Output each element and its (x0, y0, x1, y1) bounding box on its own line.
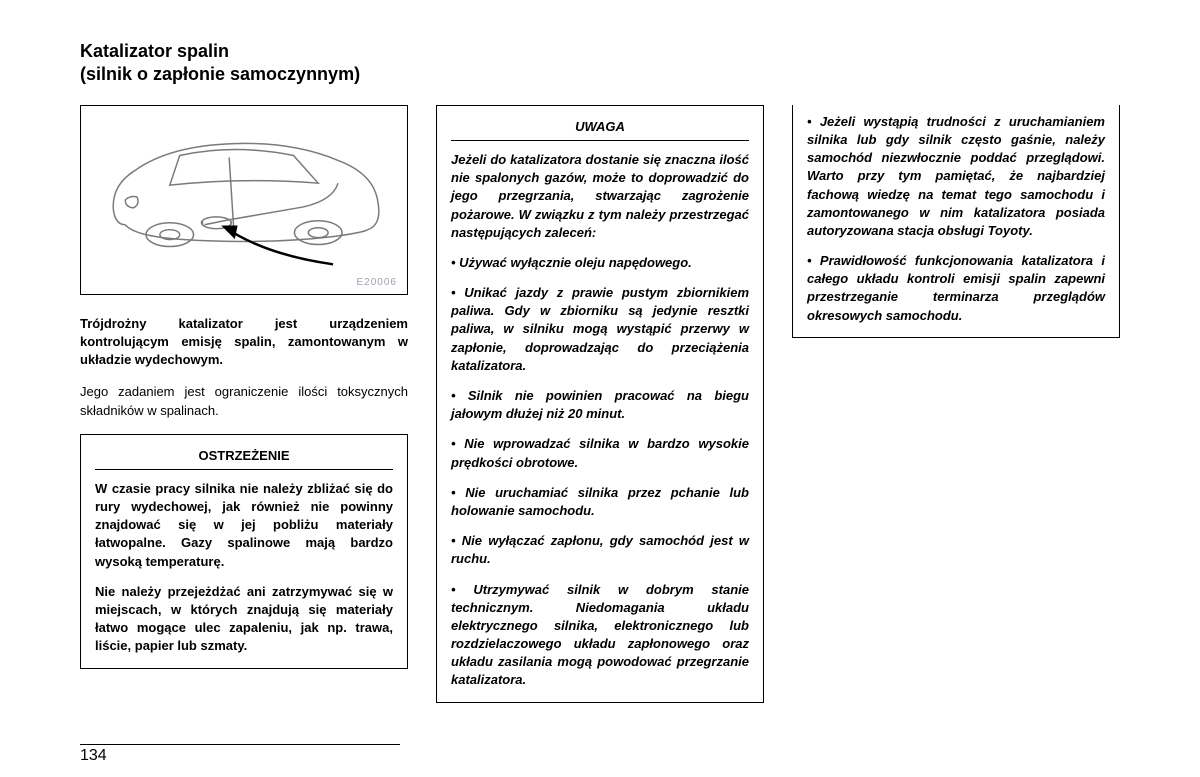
body-text: Jego zadaniem jest ograniczenie ilości t… (80, 383, 408, 419)
title-line-2: (silnik o zapłonie samoczynnym) (80, 64, 360, 84)
warning-box: OSTRZEŻENIE W czasie pracy silnika nie n… (80, 434, 408, 669)
note-b4: • Nie wprowadzać silnika w bardzo wysoki… (451, 435, 749, 471)
warning-rule (95, 469, 393, 470)
content-columns: E20006 Trójdrożny katalizator jest urząd… (80, 105, 1120, 703)
note-b3: • Silnik nie powinien pracować na biegu … (451, 387, 749, 423)
page-title: Katalizator spalin (silnik o zapłonie sa… (80, 40, 1120, 87)
warning-p1: W czasie pracy silnika nie należy zbliża… (95, 480, 393, 571)
note-intro: Jeżeli do katalizatora dostanie się znac… (451, 151, 749, 242)
note-rule (451, 140, 749, 141)
title-line-1: Katalizator spalin (80, 41, 229, 61)
lead-text: Trójdrożny katalizator jest urządzeniem … (80, 315, 408, 370)
cont-p2: • Prawidłowość funkcjonowania katalizato… (807, 252, 1105, 325)
column-2: UWAGA Jeżeli do katalizatora dostanie si… (436, 105, 764, 703)
note-b2: • Unikać jazdy z prawie pustym zbiorniki… (451, 284, 749, 375)
car-diagram-svg (81, 106, 407, 294)
page-number: 134 (80, 744, 400, 765)
note-box: UWAGA Jeżeli do katalizatora dostanie si… (436, 105, 764, 703)
note-b5: • Nie uruchamiać silnika przez pchanie l… (451, 484, 749, 520)
note-heading: UWAGA (451, 118, 749, 136)
note-b6: • Nie wyłączać zapłonu, gdy samochód jes… (451, 532, 749, 568)
note-b7: • Utrzymywać silnik w dobrym stanie tech… (451, 581, 749, 690)
column-3: • Jeżeli wystąpią trudności z uruchamian… (792, 105, 1120, 703)
warning-p2: Nie należy przejeżdżać ani zatrzymywać s… (95, 583, 393, 656)
note-b1: • Używać wyłącznie oleju napędowego. (451, 254, 749, 272)
warning-heading: OSTRZEŻENIE (95, 447, 393, 465)
cont-p1: • Jeżeli wystąpią trudności z uruchamian… (807, 113, 1105, 240)
diagram-code: E20006 (357, 277, 397, 288)
column-1: E20006 Trójdrożny katalizator jest urząd… (80, 105, 408, 703)
continuation-box: • Jeżeli wystąpią trudności z uruchamian… (792, 105, 1120, 338)
diagram-box: E20006 (80, 105, 408, 295)
